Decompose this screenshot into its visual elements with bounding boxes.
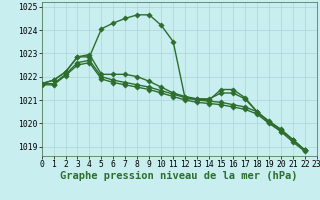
X-axis label: Graphe pression niveau de la mer (hPa): Graphe pression niveau de la mer (hPa) <box>60 171 298 181</box>
